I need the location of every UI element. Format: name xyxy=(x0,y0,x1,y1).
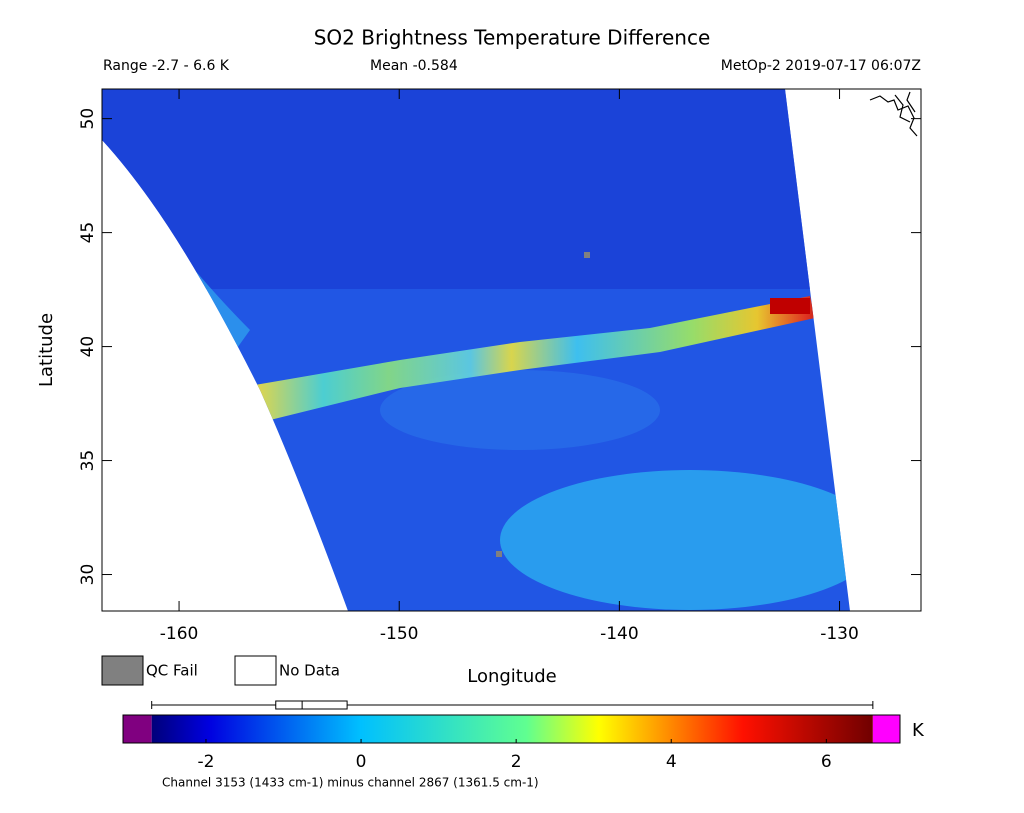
legend-label: QC Fail xyxy=(146,662,198,680)
colorbar-tick-label: 0 xyxy=(356,752,367,772)
y-tick-label: 30 xyxy=(78,564,98,586)
colorbar-under xyxy=(123,715,152,743)
legend-label: No Data xyxy=(279,662,340,680)
colorbar-frame xyxy=(122,714,901,744)
colorbar-gradient xyxy=(151,715,873,743)
colorbar-tick-label: 6 xyxy=(821,752,832,772)
x-tick-label: -160 xyxy=(160,624,199,644)
coastline xyxy=(869,91,918,137)
y-axis-label: Latitude xyxy=(36,313,57,387)
y-tick-label: 45 xyxy=(78,222,98,244)
swath xyxy=(102,89,850,611)
colorbar-unit: K xyxy=(912,720,925,741)
colorbar-note: Channel 3153 (1433 cm-1) minus channel 2… xyxy=(162,776,539,790)
legend-swatch xyxy=(234,655,277,686)
box xyxy=(275,700,348,710)
colorbar-over xyxy=(872,715,900,743)
mean-label: Mean -0.584 xyxy=(370,58,458,74)
x-tick-label: -150 xyxy=(380,624,419,644)
x-axis-label: Longitude xyxy=(467,666,557,687)
colorbar-tick-label: -2 xyxy=(197,752,214,772)
y-tick-label: 40 xyxy=(78,336,98,358)
colorbar-tick-label: 2 xyxy=(511,752,522,772)
title: SO2 Brightness Temperature Difference xyxy=(314,26,711,50)
satellite-label: MetOp-2 2019-07-17 06:07Z xyxy=(721,58,921,74)
map-frame xyxy=(101,88,922,612)
legend-swatch xyxy=(101,655,144,686)
y-tick-label: 35 xyxy=(78,450,98,472)
x-tick-label: -140 xyxy=(600,624,639,644)
range-label: Range -2.7 - 6.6 K xyxy=(103,58,230,74)
y-tick-label: 50 xyxy=(78,108,98,130)
colorbar-tick-label: 4 xyxy=(666,752,677,772)
x-tick-label: -130 xyxy=(820,624,859,644)
